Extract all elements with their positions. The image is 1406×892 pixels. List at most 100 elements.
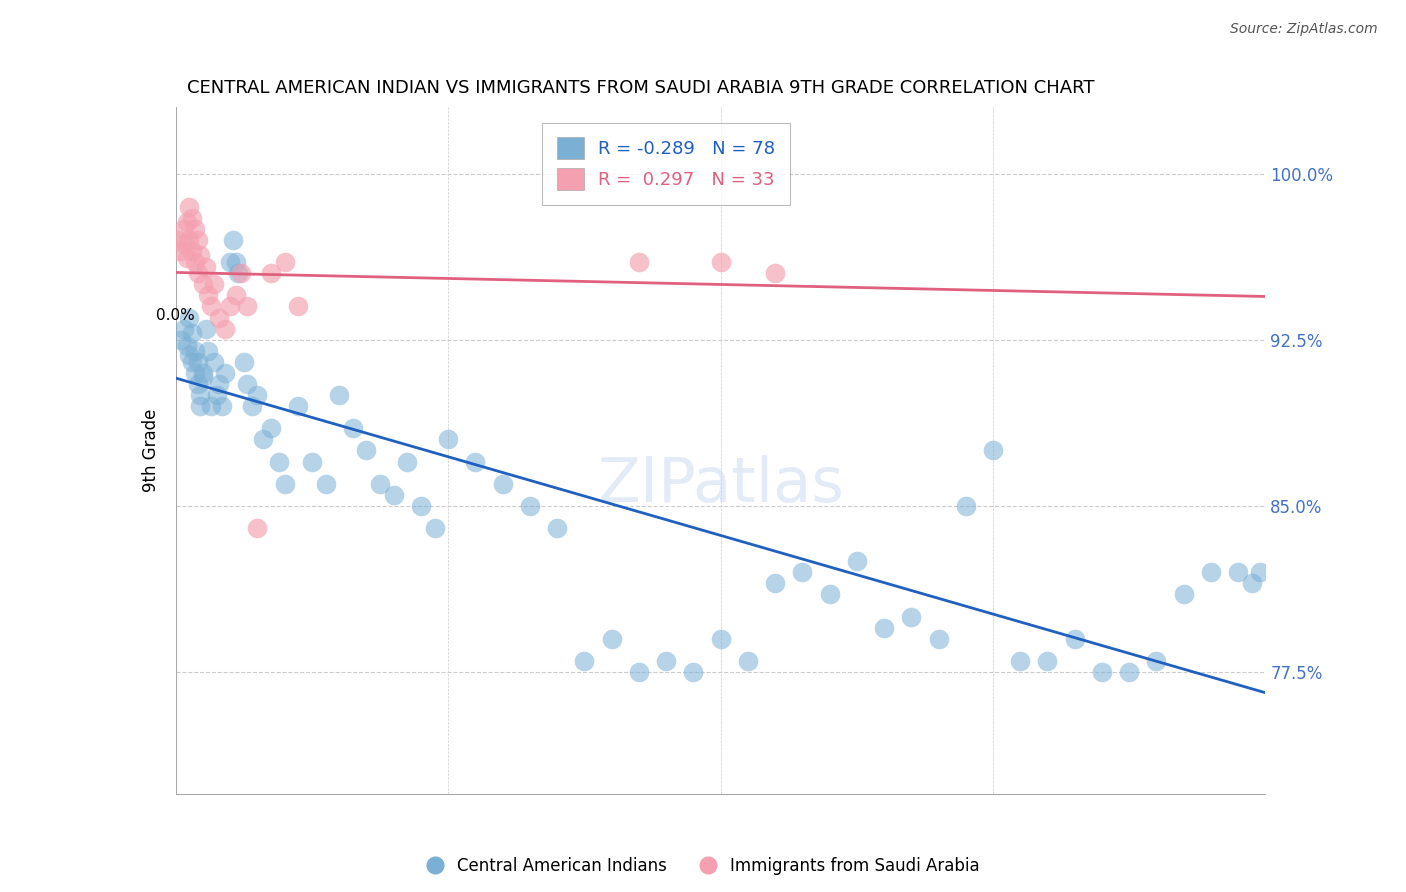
Point: [200, 300, 222, 314]
Point: [328, 388, 350, 402]
Point: [574, 654, 596, 668]
Point: [184, 255, 207, 269]
Point: [181, 211, 204, 225]
Point: [235, 376, 257, 391]
Point: [260, 421, 283, 435]
Point: [181, 326, 204, 340]
Point: [818, 587, 841, 601]
Point: [737, 654, 759, 668]
Point: [845, 554, 868, 568]
Point: [173, 321, 195, 335]
Point: [464, 454, 486, 468]
Point: [1091, 665, 1114, 679]
Point: [179, 200, 201, 214]
Point: [382, 488, 405, 502]
Point: [214, 321, 236, 335]
Point: [1144, 654, 1167, 668]
Point: [173, 237, 195, 252]
Point: [252, 433, 274, 447]
Point: [170, 333, 193, 347]
Y-axis label: 9th Grade: 9th Grade: [142, 409, 160, 492]
Point: [287, 300, 309, 314]
Point: [205, 388, 228, 402]
Point: [235, 300, 257, 314]
Point: [792, 566, 814, 580]
Point: [492, 476, 515, 491]
Point: [188, 399, 211, 413]
Point: [179, 348, 201, 362]
Point: [246, 521, 269, 535]
Point: [627, 255, 650, 269]
Point: [546, 521, 568, 535]
Point: [186, 355, 209, 369]
Point: [170, 244, 193, 258]
Point: [232, 355, 254, 369]
Point: [260, 266, 283, 280]
Point: [368, 476, 391, 491]
Point: [188, 248, 211, 262]
Point: [191, 370, 214, 384]
Point: [1010, 654, 1032, 668]
Point: [763, 576, 786, 591]
Point: [269, 454, 291, 468]
Point: [1249, 566, 1271, 580]
Point: [186, 266, 209, 280]
Point: [409, 499, 432, 513]
Point: [955, 499, 977, 513]
Point: [246, 388, 269, 402]
Point: [900, 609, 922, 624]
Point: [202, 277, 225, 292]
Point: [181, 355, 204, 369]
Text: 0.0%: 0.0%: [156, 308, 195, 323]
Point: [222, 233, 245, 247]
Point: [214, 366, 236, 380]
Point: [176, 251, 198, 265]
Point: [197, 288, 219, 302]
Point: [301, 454, 323, 468]
Text: ZIPatlas: ZIPatlas: [598, 455, 844, 515]
Point: [274, 476, 297, 491]
Point: [600, 632, 623, 646]
Point: [1118, 665, 1140, 679]
Point: [356, 443, 378, 458]
Point: [208, 376, 231, 391]
Text: Source: ZipAtlas.com: Source: ZipAtlas.com: [1230, 22, 1378, 37]
Point: [181, 244, 204, 258]
Point: [342, 421, 364, 435]
Point: [655, 654, 678, 668]
Point: [519, 499, 541, 513]
Point: [396, 454, 419, 468]
Point: [202, 355, 225, 369]
Text: CENTRAL AMERICAN INDIAN VS IMMIGRANTS FROM SAUDI ARABIA 9TH GRADE CORRELATION CH: CENTRAL AMERICAN INDIAN VS IMMIGRANTS FR…: [187, 79, 1094, 97]
Point: [1173, 587, 1195, 601]
Point: [179, 310, 201, 325]
Point: [682, 665, 704, 679]
Point: [184, 366, 207, 380]
Point: [1227, 566, 1250, 580]
Point: [167, 233, 190, 247]
Point: [194, 260, 217, 274]
Point: [287, 399, 309, 413]
Point: [1036, 654, 1059, 668]
Point: [423, 521, 446, 535]
Point: [186, 376, 209, 391]
Point: [191, 277, 214, 292]
Point: [240, 399, 263, 413]
Point: [208, 310, 231, 325]
Point: [928, 632, 950, 646]
Point: [184, 343, 207, 358]
Point: [179, 233, 201, 247]
Point: [1240, 576, 1263, 591]
Point: [710, 632, 733, 646]
Point: [1063, 632, 1085, 646]
Point: [184, 222, 207, 236]
Point: [274, 255, 297, 269]
Point: [211, 399, 233, 413]
Point: [176, 339, 198, 353]
Point: [710, 255, 733, 269]
Point: [627, 665, 650, 679]
Point: [1199, 566, 1222, 580]
Point: [191, 366, 214, 380]
Point: [219, 255, 242, 269]
Point: [315, 476, 337, 491]
